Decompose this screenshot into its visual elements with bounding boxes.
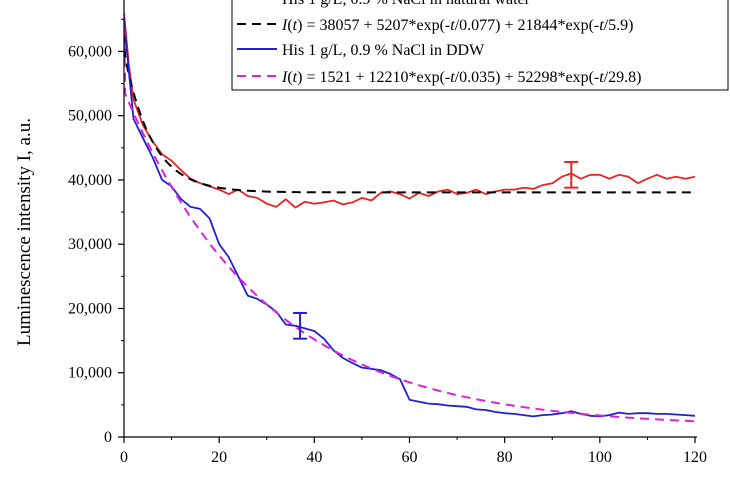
y-tick-label: 0 — [104, 429, 112, 446]
y-tick-label: 40,000 — [68, 172, 112, 189]
legend-item-0: His 1 g/L, 0.9 % NaCl in natural water — [282, 0, 531, 8]
series-layer — [124, 12, 695, 423]
y-tick-label: 30,000 — [68, 236, 112, 253]
x-tick-label: 20 — [211, 449, 227, 466]
x-tick-label: 60 — [402, 449, 418, 466]
error-bars — [293, 160, 579, 340]
series-line-0 — [124, 12, 695, 209]
legend-item-3: I(t) = 1521 + 12210*exp(-t/0.035) + 5229… — [237, 69, 642, 86]
y-axis-label: Luminescence intensity I, a.u. — [14, 118, 35, 346]
x-tick-label: 80 — [497, 449, 513, 466]
y-tick-label: 60,000 — [68, 43, 112, 60]
x-tick-label: 0 — [120, 449, 128, 466]
legend: His 1 g/L, 0.9 % NaCl in natural water I(… — [231, 0, 729, 91]
legend-label: His 1 g/L, 0.9 % NaCl in DDW — [282, 42, 485, 59]
y-tick-label: 20,000 — [68, 300, 112, 317]
legend-label: His 1 g/L, 0.9 % NaCl in natural water — [282, 0, 531, 8]
legend-box — [231, 0, 729, 91]
legend-label: I(t) = 38057 + 5207*exp(-t/0.077) + 2184… — [281, 17, 634, 34]
legend-label: I(t) = 1521 + 12210*exp(-t/0.035) + 5229… — [281, 69, 642, 86]
x-tick-label: 100 — [588, 449, 612, 466]
error-bar-0 — [564, 160, 579, 189]
legend-item-1: I(t) = 38057 + 5207*exp(-t/0.077) + 2184… — [237, 17, 634, 34]
y-tick-label: 10,000 — [68, 365, 112, 382]
error-bar-2 — [293, 311, 308, 340]
axes: 0 20 40 60 80 100 120 0 10,000 20,000 30,000 40,000… — [68, 0, 707, 466]
x-tick-label: 40 — [306, 449, 322, 466]
x-tick-label: 120 — [683, 449, 707, 466]
series-line-1 — [124, 18, 695, 194]
legend-item-2: His 1 g/L, 0.9 % NaCl in DDW — [237, 42, 485, 59]
y-tick-label: 50,000 — [68, 108, 112, 125]
series-line-3 — [124, 12, 695, 423]
